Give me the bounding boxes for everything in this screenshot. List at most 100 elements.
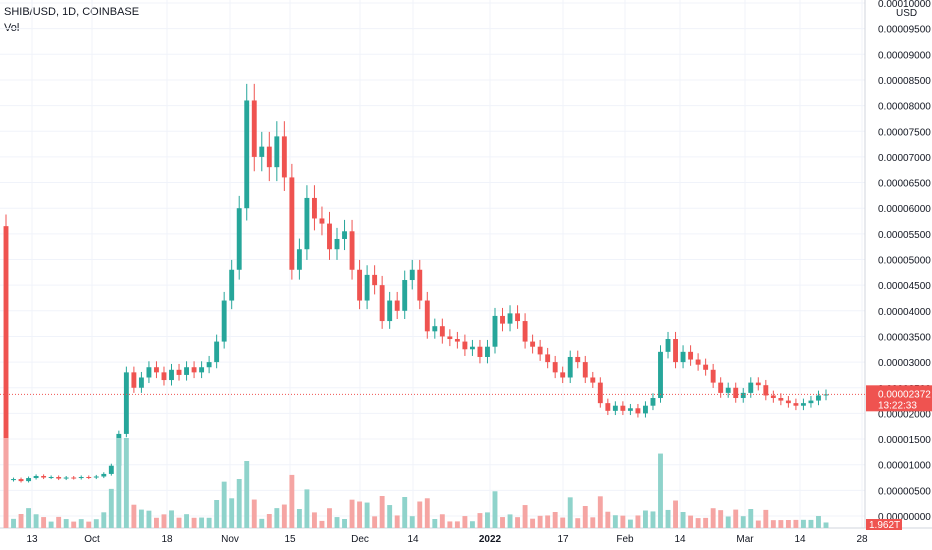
candle-body[interactable] (86, 477, 92, 479)
candle-body[interactable] (816, 395, 821, 401)
candle-body[interactable] (409, 269, 415, 281)
candle-body[interactable] (71, 477, 77, 479)
candle-body[interactable] (469, 346, 475, 350)
candle-body[interactable] (688, 351, 694, 360)
candle-body[interactable] (522, 321, 528, 342)
candle-body[interactable] (695, 359, 701, 365)
candle-body[interactable] (793, 403, 799, 406)
candle-body[interactable] (146, 367, 152, 378)
candle-body[interactable] (311, 197, 317, 219)
candle-body[interactable] (199, 367, 205, 373)
candle-body[interactable] (221, 300, 227, 342)
candle-body[interactable] (635, 408, 641, 414)
candle-body[interactable] (379, 285, 385, 322)
candle-body[interactable] (364, 274, 370, 301)
candle-body[interactable] (530, 341, 536, 347)
candle-body[interactable] (357, 269, 363, 301)
candle-body[interactable] (680, 351, 686, 363)
candle-body[interactable] (56, 477, 62, 479)
candle-body[interactable] (447, 336, 453, 340)
candle-body[interactable] (748, 382, 754, 393)
candle-body[interactable] (582, 362, 588, 378)
candle-body[interactable] (785, 400, 791, 404)
candle-body[interactable] (48, 477, 54, 479)
candle-body[interactable] (620, 405, 626, 411)
candle-body[interactable] (319, 218, 325, 224)
candle-body[interactable] (334, 238, 340, 250)
candle-body[interactable] (63, 477, 69, 479)
candle-body[interactable] (537, 346, 543, 355)
candle-body[interactable] (703, 364, 709, 370)
candle-body[interactable] (710, 369, 716, 383)
candle-body[interactable] (349, 231, 355, 270)
candle-body[interactable] (41, 475, 47, 478)
candle-body[interactable] (154, 367, 159, 373)
candle-body[interactable] (590, 377, 596, 383)
candle-body[interactable] (244, 100, 250, 209)
candle-body[interactable] (432, 326, 438, 332)
candle-body[interactable] (402, 280, 408, 311)
candle-body[interactable] (387, 300, 393, 322)
candle-body[interactable] (770, 395, 776, 399)
candle-body[interactable] (507, 313, 513, 324)
candle-body[interactable] (93, 476, 99, 478)
candle-body[interactable] (289, 177, 295, 270)
candle-body[interactable] (597, 382, 603, 404)
candle-body[interactable] (552, 362, 558, 373)
candle-body[interactable] (545, 354, 551, 363)
candle-body[interactable] (477, 346, 483, 357)
candle-body[interactable] (725, 387, 731, 393)
candle-body[interactable] (3, 226, 9, 481)
candle-body[interactable] (18, 479, 24, 482)
candle-body[interactable] (229, 269, 235, 301)
candle-body[interactable] (800, 403, 806, 406)
candle-body[interactable] (26, 478, 32, 482)
candle-body[interactable] (605, 403, 611, 411)
candle-body[interactable] (627, 408, 633, 411)
candle-body[interactable] (206, 362, 212, 368)
candle-body[interactable] (673, 339, 678, 363)
candle-body[interactable] (740, 392, 746, 399)
candle-body[interactable] (191, 367, 197, 373)
candle-body[interactable] (327, 223, 332, 250)
candle-body[interactable] (138, 377, 144, 388)
candle-body[interactable] (259, 146, 265, 157)
candle-body[interactable] (417, 269, 423, 301)
candle-body[interactable] (462, 341, 468, 350)
candle-body[interactable] (372, 274, 378, 286)
candle-body[interactable] (485, 346, 490, 357)
candle-body[interactable] (78, 477, 84, 479)
candle-body[interactable] (778, 398, 784, 401)
candle-body[interactable] (274, 136, 280, 168)
candle-body[interactable] (394, 300, 400, 311)
candle-body[interactable] (808, 400, 814, 404)
candle-body[interactable] (515, 313, 521, 322)
candle-body[interactable] (575, 356, 581, 363)
candle-body[interactable] (439, 326, 445, 337)
candle-body[interactable] (643, 405, 648, 414)
candle-body[interactable] (296, 249, 302, 270)
candle-body[interactable] (612, 405, 618, 411)
candle-body[interactable] (161, 372, 167, 381)
candle-body[interactable] (169, 369, 174, 381)
candle-body[interactable] (500, 315, 505, 324)
candle-body[interactable] (560, 372, 566, 378)
candle-body[interactable] (184, 367, 189, 375)
candle-body[interactable] (658, 351, 663, 399)
candle-body[interactable] (131, 372, 137, 388)
candle-body[interactable] (251, 100, 257, 157)
candle-body[interactable] (304, 197, 310, 250)
candle-body[interactable] (567, 356, 573, 378)
candle-body[interactable] (823, 394, 829, 396)
candle-body[interactable] (424, 300, 430, 332)
candle-body[interactable] (763, 385, 769, 396)
candle-body[interactable] (755, 382, 761, 386)
candle-body[interactable] (342, 231, 347, 239)
candle-body[interactable] (33, 475, 39, 479)
candle-body[interactable] (650, 398, 656, 406)
candle-body[interactable] (176, 369, 182, 375)
candle-body[interactable] (123, 372, 129, 434)
candle-body[interactable] (108, 465, 114, 474)
candle-body[interactable] (266, 146, 272, 168)
candle-body[interactable] (492, 315, 498, 347)
